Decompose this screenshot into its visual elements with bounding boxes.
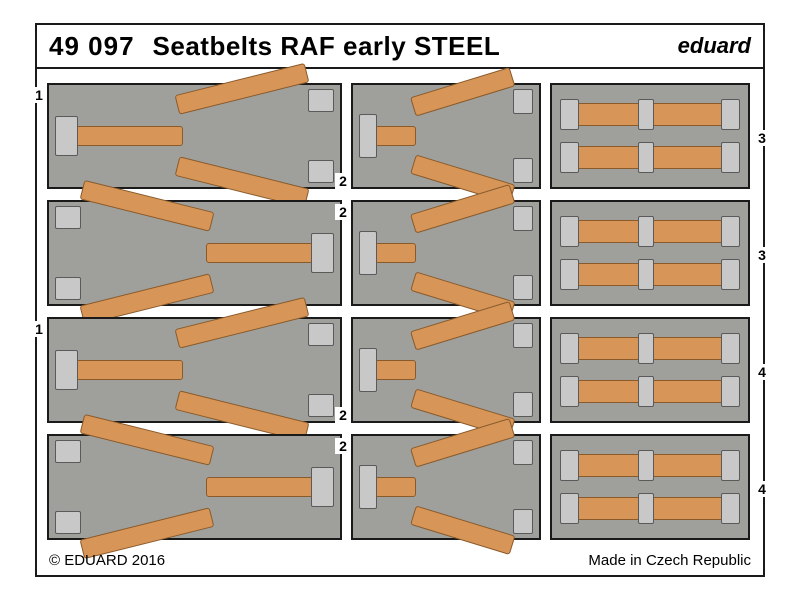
buckle — [560, 142, 580, 173]
buckle — [513, 206, 533, 230]
buckle — [513, 509, 533, 533]
part-panel: 2 — [351, 434, 541, 540]
double-belt — [552, 436, 748, 538]
buckle — [513, 158, 533, 182]
buckle — [721, 333, 741, 364]
buckle — [308, 394, 334, 416]
product-title: Seatbelts RAF early STEEL — [153, 31, 501, 62]
part-panel: 2 — [351, 317, 541, 423]
buckle — [721, 450, 741, 481]
strap — [410, 301, 516, 351]
double-belt — [552, 319, 748, 421]
buckle — [311, 233, 334, 274]
part-panel: 2 — [351, 200, 541, 306]
buckle — [638, 216, 654, 247]
part-panel: 4 — [550, 434, 750, 540]
y2-belt — [353, 202, 539, 304]
y2-belt — [353, 85, 539, 187]
part-number-label: 1 — [31, 321, 47, 337]
y-belt — [49, 319, 340, 421]
part-panel: 3 — [550, 200, 750, 306]
buckle — [359, 231, 378, 276]
buckle — [721, 99, 741, 130]
strap — [410, 506, 516, 556]
part-number-label: 3 — [754, 130, 770, 146]
copyright-text: © EDUARD 2016 — [49, 552, 165, 569]
buckle — [638, 376, 654, 407]
buckle — [55, 440, 81, 462]
buckle — [513, 392, 533, 416]
buckle — [560, 333, 580, 364]
y2-belt — [353, 436, 539, 538]
part-panel: 2 — [351, 83, 541, 189]
buckle — [513, 323, 533, 347]
buckle — [55, 511, 81, 533]
buckle — [308, 160, 334, 182]
buckle — [638, 450, 654, 481]
y2-belt — [353, 319, 539, 421]
origin-text: Made in Czech Republic — [588, 552, 751, 569]
buckle — [560, 216, 580, 247]
buckle — [638, 493, 654, 524]
strap — [175, 63, 310, 115]
part-panel: 1 — [47, 200, 342, 306]
part-number-label: 2 — [335, 204, 351, 220]
strap — [410, 67, 516, 117]
buckle — [55, 206, 81, 228]
part-number-label: 2 — [335, 407, 351, 423]
product-frame: 49 097 Seatbelts RAF early STEEL eduard … — [35, 23, 765, 577]
strap — [61, 126, 183, 146]
buckle — [638, 333, 654, 364]
part-panel: 1 — [47, 434, 342, 540]
strap — [410, 184, 516, 234]
double-belt — [552, 85, 748, 187]
buckle — [638, 99, 654, 130]
buckle — [311, 467, 334, 508]
buckle — [560, 493, 580, 524]
buckle — [560, 99, 580, 130]
part-panel: 3 — [550, 83, 750, 189]
strap — [61, 360, 183, 380]
buckle — [721, 376, 741, 407]
buckle — [359, 348, 378, 393]
buckle — [721, 142, 741, 173]
buckle — [359, 465, 378, 510]
buckle — [513, 89, 533, 113]
part-number-label: 1 — [31, 87, 47, 103]
buckle — [308, 89, 334, 111]
buckle — [721, 259, 741, 290]
y-belt — [49, 85, 340, 187]
double-belt — [552, 202, 748, 304]
buckle — [560, 376, 580, 407]
buckle — [721, 493, 741, 524]
footer: © EDUARD 2016 Made in Czech Republic — [49, 552, 751, 569]
part-number-label: 4 — [754, 481, 770, 497]
strap — [410, 418, 516, 468]
buckle — [560, 259, 580, 290]
part-number-label: 2 — [335, 438, 351, 454]
part-number-label: 3 — [754, 247, 770, 263]
y-belt — [49, 202, 340, 304]
part-panel: 1 — [47, 317, 342, 423]
buckle — [513, 275, 533, 299]
buckle — [560, 450, 580, 481]
product-code: 49 097 — [49, 31, 135, 62]
parts-grid: 1 2 3 1 2 — [47, 83, 753, 539]
buckle — [638, 259, 654, 290]
buckle — [721, 216, 741, 247]
buckle — [638, 142, 654, 173]
part-number-label: 4 — [754, 364, 770, 380]
buckle — [55, 116, 78, 157]
part-panel: 4 — [550, 317, 750, 423]
buckle — [513, 440, 533, 464]
part-panel: 1 — [47, 83, 342, 189]
buckle — [55, 277, 81, 299]
header-bar: 49 097 Seatbelts RAF early STEEL eduard — [37, 25, 763, 69]
buckle — [55, 350, 78, 391]
y-belt — [49, 436, 340, 538]
part-number-label: 2 — [335, 173, 351, 189]
buckle — [359, 114, 378, 159]
brand-logo: eduard — [678, 33, 751, 59]
buckle — [308, 323, 334, 345]
